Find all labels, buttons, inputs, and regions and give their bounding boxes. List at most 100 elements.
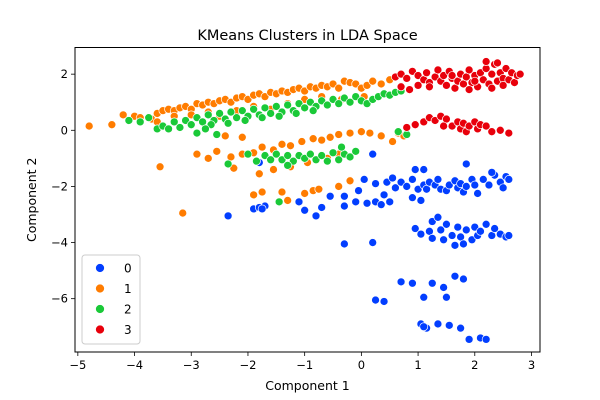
data-point-cluster-0 xyxy=(484,180,494,190)
data-point-cluster-0 xyxy=(325,191,335,201)
data-point-cluster-1 xyxy=(314,184,324,194)
data-point-cluster-1 xyxy=(357,127,366,137)
legend-label-2: 2 xyxy=(124,303,132,317)
data-point-cluster-2 xyxy=(266,109,275,118)
data-point-cluster-0 xyxy=(419,292,429,302)
data-point-cluster-0 xyxy=(470,180,480,190)
data-point-cluster-0 xyxy=(223,211,233,221)
data-point-cluster-2 xyxy=(192,128,202,138)
data-point-cluster-0 xyxy=(433,319,443,329)
data-point-cluster-0 xyxy=(461,225,471,235)
data-point-cluster-3 xyxy=(498,81,508,90)
data-point-cluster-2 xyxy=(249,104,258,114)
data-point-cluster-0 xyxy=(351,197,361,207)
data-point-cluster-2 xyxy=(203,110,213,120)
data-point-cluster-3 xyxy=(487,69,497,79)
data-point-cluster-1 xyxy=(325,132,335,142)
data-point-cluster-3 xyxy=(493,58,502,68)
data-point-cluster-2 xyxy=(237,106,247,116)
data-point-cluster-1 xyxy=(269,165,278,174)
data-point-cluster-3 xyxy=(481,121,491,131)
data-point-cluster-0 xyxy=(442,292,451,302)
data-point-cluster-1 xyxy=(257,187,267,197)
data-point-cluster-0 xyxy=(368,238,378,247)
data-point-cluster-3 xyxy=(481,57,491,66)
data-point-cluster-1 xyxy=(277,139,287,149)
data-point-cluster-0 xyxy=(481,335,491,344)
data-point-cluster-0 xyxy=(294,197,304,207)
data-point-cluster-3 xyxy=(504,128,514,138)
data-point-cluster-1 xyxy=(297,137,307,146)
x-tick-label: −3 xyxy=(183,358,200,372)
data-point-cluster-1 xyxy=(220,131,230,141)
data-point-cluster-0 xyxy=(379,190,389,200)
data-point-cluster-0 xyxy=(436,225,446,235)
data-point-cluster-3 xyxy=(495,125,505,135)
data-point-cluster-2 xyxy=(308,106,318,116)
data-point-cluster-1 xyxy=(345,128,355,138)
x-tick-label: 1 xyxy=(414,358,421,372)
data-point-cluster-0 xyxy=(340,239,349,249)
data-point-cluster-1 xyxy=(376,131,386,141)
legend-marker-0 xyxy=(95,263,105,273)
data-point-cluster-0 xyxy=(450,271,460,281)
data-point-cluster-3 xyxy=(487,127,497,137)
data-point-cluster-3 xyxy=(396,82,406,92)
data-point-cluster-2 xyxy=(226,107,236,117)
data-point-cluster-2 xyxy=(252,156,261,166)
data-point-cluster-0 xyxy=(388,173,397,183)
data-point-cluster-2 xyxy=(271,149,281,159)
data-point-cluster-2 xyxy=(274,197,284,207)
data-point-cluster-2 xyxy=(328,148,338,158)
data-point-cluster-0 xyxy=(461,159,471,169)
y-axis-ticks: −6 −4 −2 0 2 xyxy=(51,67,75,306)
data-point-cluster-2 xyxy=(334,155,344,165)
data-point-cluster-0 xyxy=(402,182,412,191)
data-point-cluster-0 xyxy=(416,196,426,205)
data-point-cluster-0 xyxy=(408,175,417,184)
data-point-cluster-2 xyxy=(283,161,292,170)
data-point-cluster-0 xyxy=(317,203,327,212)
data-point-cluster-1 xyxy=(203,154,213,163)
x-axis-ticks: −5 −4 −3 −2 −1 0 1 2 3 xyxy=(69,352,535,372)
data-point-cluster-1 xyxy=(286,141,295,151)
data-point-cluster-2 xyxy=(164,124,173,134)
data-point-cluster-1 xyxy=(334,83,344,93)
data-point-cluster-2 xyxy=(215,109,224,118)
legend: 0 1 2 3 xyxy=(81,254,141,345)
data-point-cluster-2 xyxy=(186,120,196,130)
data-point-cluster-1 xyxy=(155,162,165,172)
data-point-cluster-3 xyxy=(442,81,451,90)
legend-label-1: 1 xyxy=(124,282,132,296)
data-point-cluster-0 xyxy=(419,322,429,332)
data-point-cluster-0 xyxy=(396,277,406,287)
data-point-cluster-1 xyxy=(317,135,327,145)
data-point-cluster-3 xyxy=(470,76,480,86)
data-point-cluster-1 xyxy=(300,189,310,198)
x-tick-label: −2 xyxy=(239,358,256,372)
data-point-cluster-3 xyxy=(410,120,420,130)
data-point-cluster-1 xyxy=(212,146,222,156)
data-point-cluster-3 xyxy=(422,68,431,78)
data-point-cluster-0 xyxy=(456,323,465,333)
data-point-cluster-0 xyxy=(385,197,395,207)
data-point-cluster-0 xyxy=(498,183,508,193)
data-point-cluster-2 xyxy=(337,142,346,152)
data-point-cluster-2 xyxy=(169,117,179,127)
data-point-cluster-0 xyxy=(410,224,420,233)
data-point-cluster-0 xyxy=(487,168,497,177)
data-point-cluster-1 xyxy=(237,132,247,142)
data-point-cluster-3 xyxy=(413,81,423,90)
data-point-cluster-3 xyxy=(433,65,443,75)
x-tick-label: 0 xyxy=(358,358,365,372)
data-point-cluster-0 xyxy=(427,278,437,288)
data-point-cluster-3 xyxy=(515,69,525,79)
data-point-cluster-3 xyxy=(464,85,474,94)
legend-box xyxy=(81,254,141,345)
data-point-cluster-2 xyxy=(260,103,270,113)
data-point-cluster-0 xyxy=(490,224,499,233)
data-point-cluster-2 xyxy=(345,152,355,162)
data-point-cluster-0 xyxy=(340,201,349,211)
